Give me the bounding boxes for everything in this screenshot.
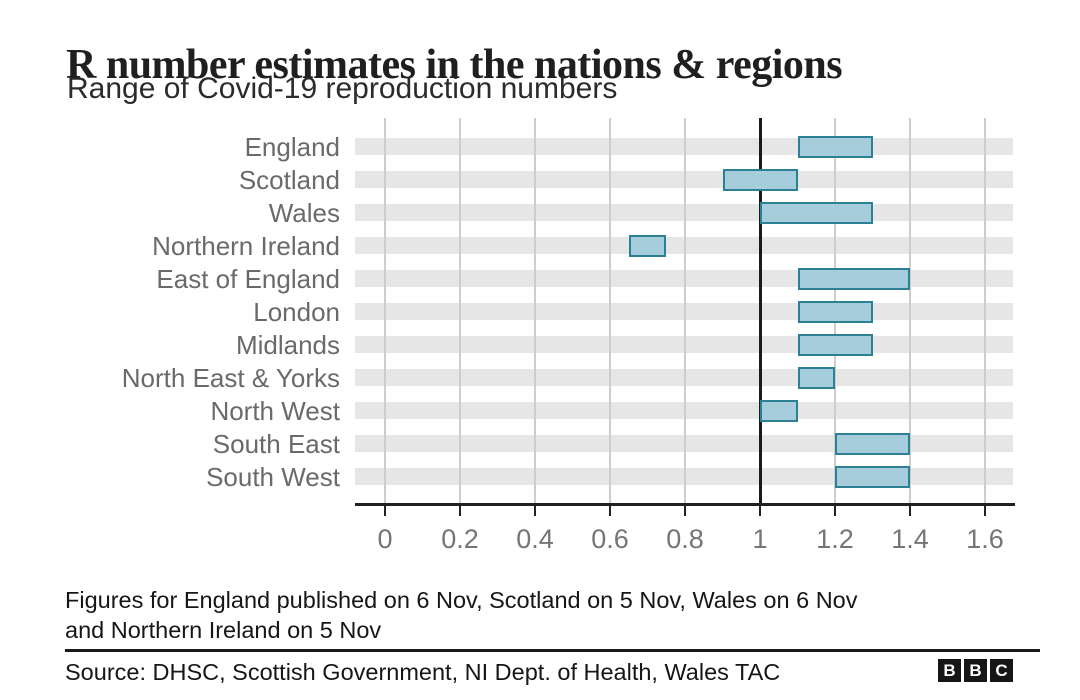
axis-tick [909,506,911,516]
category-label: London [253,296,340,327]
category-label: Scotland [238,164,340,195]
reference-line [758,118,762,503]
footer-divider [65,649,1040,652]
footnote-line: and Northern Ireland on 5 Nov [65,617,382,643]
axis-tick-label: 0.2 [441,524,479,554]
range-bar [760,399,798,422]
gridline [609,118,611,503]
range-bar [760,201,873,224]
axis-tick [459,506,461,516]
axis-tick [834,506,836,516]
gridline [534,118,536,503]
range-bar [628,234,667,257]
axis-tick [609,506,611,516]
bbc-logo: B B C [938,659,1013,682]
axis-tick-label: 0 [377,524,393,554]
category-label: Wales [268,197,340,228]
axis-tick [684,506,686,516]
x-axis-line [355,503,1015,506]
category-label: East of England [156,263,340,294]
axis-tick [984,506,986,516]
category-label: South East [212,428,340,459]
range-bar [797,366,835,389]
category-label: North East & Yorks [121,362,340,393]
gridline [459,118,461,503]
range-bar [797,300,873,323]
range-bar [722,168,798,191]
axis-tick-label: 1.4 [891,524,929,554]
page-title: R number estimates in the nations & regi… [66,42,843,89]
gridline [909,118,911,503]
axis-tick [759,506,761,516]
range-bar [797,333,873,356]
axis-tick-label: 1.6 [966,524,1004,554]
bbc-logo-letter: B [938,659,961,682]
axis-tick-label: 1.2 [816,524,854,554]
axis-tick-label: 1 [752,524,768,554]
range-bar [835,465,910,488]
chart-footnote: Figures for England published on 6 Nov, … [65,585,857,645]
bbc-logo-letter: C [990,659,1013,682]
axis-tick-label: 0.6 [591,524,629,554]
bbc-logo-letter: B [964,659,987,682]
category-label: Midlands [235,329,340,360]
gridline [384,118,386,503]
axis-tick [534,506,536,516]
axis-tick-label: 0.4 [516,524,554,554]
axis-tick [384,506,386,516]
gridline [684,118,686,503]
footnote-line: Figures for England published on 6 Nov, … [65,587,858,613]
range-bar [797,267,910,290]
range-bar [797,135,873,158]
range-bar [835,432,910,455]
page-subtitle: Range of Covid-19 reproduction numbers [67,72,618,105]
category-label: Northern Ireland [152,230,340,261]
category-label: North West [210,395,340,426]
category-label: South West [206,461,340,492]
source-credit: Source: DHSC, Scottish Government, NI De… [65,659,781,685]
category-label: England [244,131,340,162]
gridline [984,118,986,503]
axis-tick-label: 0.8 [666,524,704,554]
